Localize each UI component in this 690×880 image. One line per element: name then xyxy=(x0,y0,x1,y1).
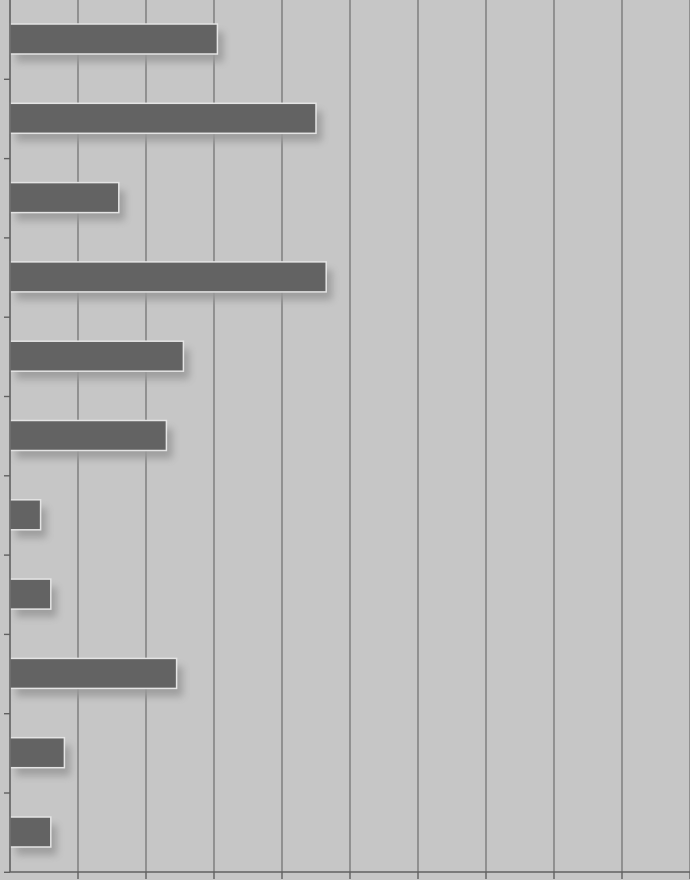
bar xyxy=(9,23,219,55)
bar xyxy=(9,736,66,769)
bar xyxy=(9,657,178,690)
bar xyxy=(9,102,317,135)
bar xyxy=(9,181,120,214)
bar xyxy=(9,261,327,293)
bar xyxy=(9,340,185,372)
bars xyxy=(9,23,327,848)
bar xyxy=(9,578,52,610)
bar xyxy=(9,816,52,848)
bar xyxy=(9,499,42,531)
bar xyxy=(9,419,168,452)
axes xyxy=(4,0,690,879)
